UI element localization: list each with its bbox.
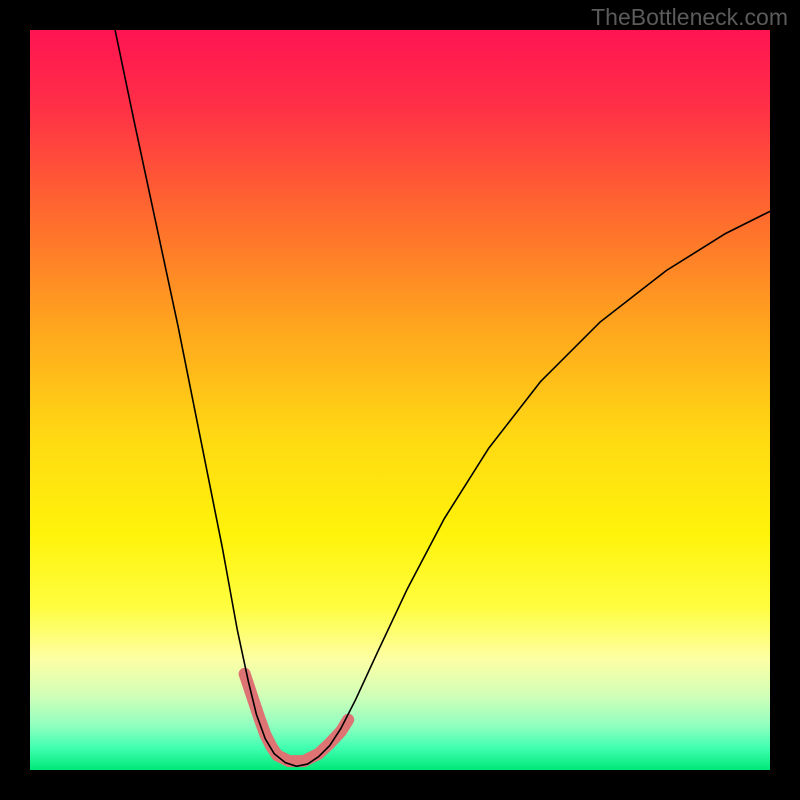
plot-area: [30, 30, 770, 770]
watermark-text: TheBottleneck.com: [591, 4, 788, 31]
plot-svg: [30, 30, 770, 770]
plot-background: [30, 30, 770, 770]
